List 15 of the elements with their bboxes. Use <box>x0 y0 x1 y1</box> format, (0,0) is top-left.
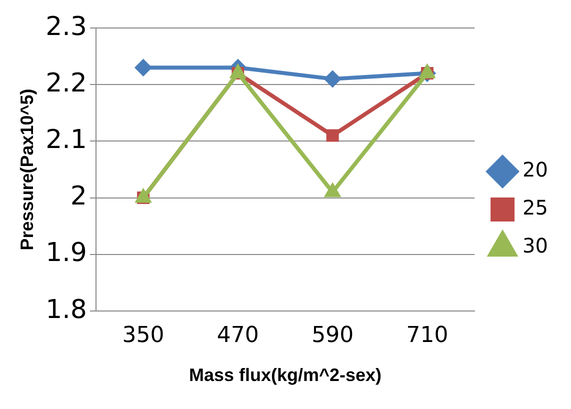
legend-label: 20 <box>522 158 548 182</box>
y-tick-label: 1.9 <box>46 238 87 268</box>
x-tick-label: 350 <box>122 322 164 348</box>
y-tick-label: 2.3 <box>46 12 87 42</box>
x-axis-title: Mass flux(kg/m^2-sex) <box>188 365 382 386</box>
y-axis-title: Pressure(Pax10^5) <box>16 88 37 250</box>
y-tick-label: 1.8 <box>46 294 87 325</box>
legend-label: 25 <box>522 196 548 220</box>
y-tick-label: 2.2 <box>46 68 87 98</box>
x-tick-label: 710 <box>406 322 448 348</box>
x-tick-label: 470 <box>216 322 259 348</box>
y-tick-label: 2.1 <box>46 124 87 155</box>
legend-label: 30 <box>522 234 548 258</box>
y-tick-label: 2 <box>70 182 87 212</box>
x-tick-label: 590 <box>312 322 354 348</box>
